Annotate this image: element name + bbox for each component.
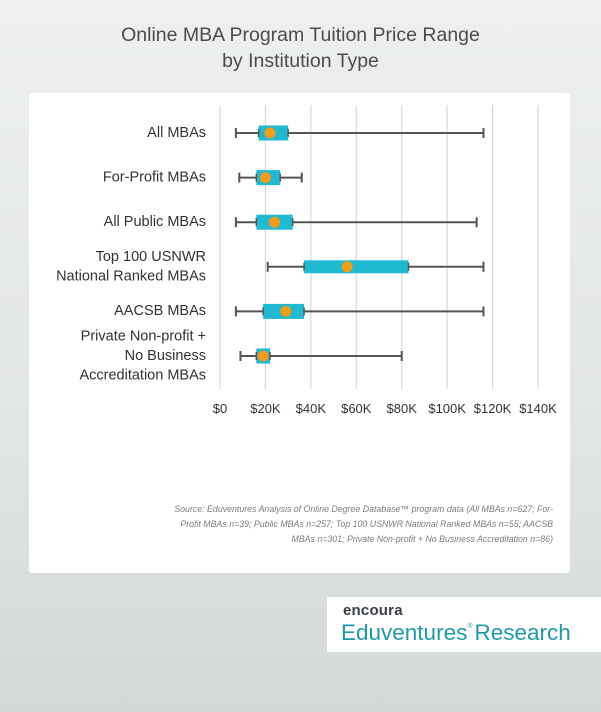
- category-label: AACSB MBAs: [114, 303, 206, 319]
- x-tick-label: $0: [213, 401, 227, 416]
- category-label: Top 100 USNWR: [96, 249, 206, 265]
- x-tick-label: $120K: [474, 401, 512, 416]
- category-label: Private Non-profit +: [81, 328, 206, 344]
- logo-product-name: Eduventures: [341, 620, 468, 645]
- x-tick-label: $40K: [296, 401, 327, 416]
- median-marker: [259, 172, 271, 184]
- category-label: All Public MBAs: [104, 214, 206, 230]
- category-label: Accreditation MBAs: [79, 367, 206, 383]
- x-tick-label: $100K: [428, 401, 466, 416]
- chart-title: Online MBA Program Tuition Price Range b…: [0, 22, 601, 74]
- category-label: No Business: [125, 348, 206, 364]
- median-marker: [264, 127, 276, 139]
- median-marker: [341, 261, 353, 273]
- x-tick-label: $60K: [341, 401, 372, 416]
- boxplot-chart: $0 $20K $40K $60K $80K $100K $120K $140K All MBA…: [56, 105, 557, 416]
- median-marker: [269, 216, 281, 228]
- eduventures-logo: encoura Eduventures®Research: [327, 597, 601, 652]
- logo-suffix: Research: [474, 620, 571, 645]
- chart-title-line-2: by Institution Type: [222, 50, 379, 72]
- median-marker: [257, 350, 269, 362]
- logo-product: Eduventures®Research: [341, 620, 571, 646]
- chart-card: $0 $20K $40K $60K $80K $100K $120K $140K All MBA…: [29, 93, 570, 573]
- logo-brand: encoura: [343, 602, 403, 619]
- chart-title-line-1: Online MBA Program Tuition Price Range: [121, 24, 480, 46]
- source-note: Source: Eduventures Analysis of Online D…: [174, 504, 553, 544]
- x-tick-label: $80K: [387, 401, 418, 416]
- category-label: All MBAs: [147, 125, 206, 141]
- category-label: For-Profit MBAs: [103, 169, 206, 185]
- iqr-box: [304, 260, 409, 274]
- x-tick-label: $20K: [250, 401, 281, 416]
- registered-mark: ®: [467, 623, 473, 630]
- x-tick-label: $140K: [519, 401, 557, 416]
- category-label: National Ranked MBAs: [56, 268, 206, 284]
- median-marker: [280, 305, 292, 317]
